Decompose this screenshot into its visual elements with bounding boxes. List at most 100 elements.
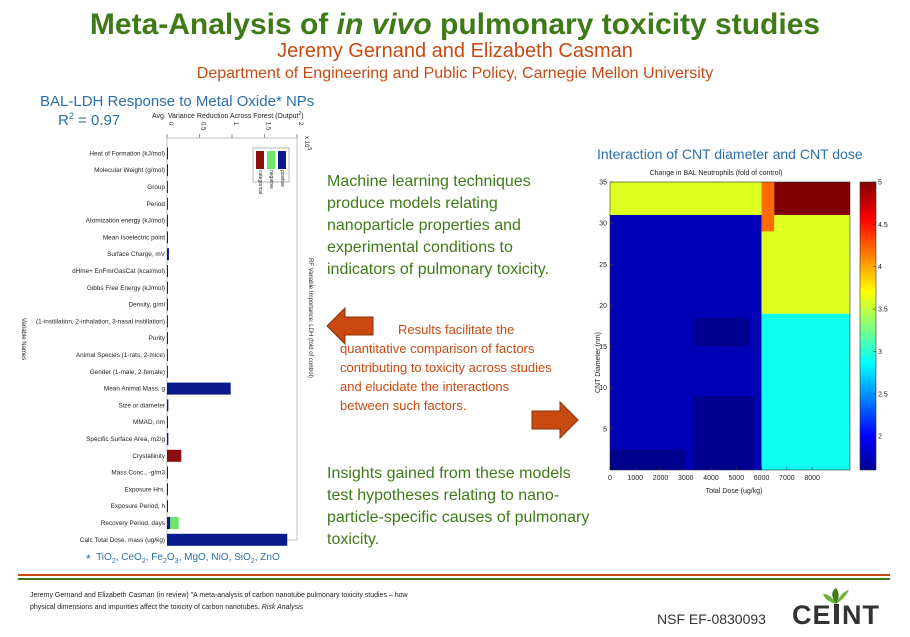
bar-plot-frame [166, 137, 298, 541]
bar-chart-top-title: Avg. Variance Reduction Across Forest (O… [152, 111, 304, 120]
cnt-heatmap: Change in BAL Neutrophils (fold of contr… [595, 170, 888, 495]
nanoparticle-footnote: * TiO2, CeO2, Fe2O3, MgO, NiO, SiO2, ZnO [86, 552, 280, 566]
bar-category-label: Mean Isoelectric point [103, 234, 165, 241]
legend-swatch-positive [278, 151, 286, 169]
department: Department of Engineering and Public Pol… [196, 65, 714, 82]
bar [167, 298, 168, 311]
bar [167, 248, 169, 261]
leaf-icon [823, 588, 849, 604]
legend-label-categorical: categorical [257, 170, 263, 194]
bar-xtick-label: 1.5 [265, 122, 271, 131]
bar [167, 164, 168, 177]
legend-label-positive: positive [279, 170, 285, 187]
bar-category-label: Purity [149, 335, 166, 342]
heatmap-frame [609, 181, 851, 471]
nsf-grant: NSF EF-0830093 [657, 611, 766, 627]
bar [167, 517, 171, 529]
bar [167, 365, 168, 378]
variable-importance-chart: Avg. Variance Reduction Across Forest (O… [20, 111, 313, 546]
heatmap-ytick-label: 35 [599, 180, 607, 187]
bar-xtick-label: 1 [232, 122, 238, 126]
heatmap-ytick-label: 10 [599, 385, 607, 392]
colorbar-tick-label: 2.5 [878, 391, 888, 398]
heatmap-cell [610, 182, 762, 215]
bar-category-label: Gender (1-male, 2-female) [90, 369, 165, 376]
bar [167, 315, 168, 328]
bar-category-label: Atomization energy (kJ/mol) [86, 218, 165, 225]
colorbar-tick-label: 3 [878, 349, 882, 356]
bar [167, 214, 168, 227]
bar-category-label: Molecular Weight (g/mol) [94, 167, 165, 174]
bar-category-label: Mean Animal Mass, g [104, 386, 166, 393]
bar [167, 500, 168, 513]
svg-text:CE: CE [792, 600, 832, 628]
bar-category-label: Mass Conc., -g/m3 [111, 470, 165, 477]
heatmap-ytick-label: 30 [599, 221, 607, 228]
bar [167, 147, 168, 160]
bar-legend: categorical negative positive [252, 147, 290, 194]
poster-title: Meta-Analysis of in vivo pulmonary toxic… [89, 8, 821, 41]
bar [167, 399, 169, 412]
bar [167, 382, 231, 395]
heatmap-xtick-label: 2000 [653, 475, 669, 482]
heatmap-cell [774, 182, 850, 215]
citation: Jeremy Gernand and Elizabeth Casman (in … [30, 592, 408, 611]
bar-category-label: Surface Charge, mV [107, 251, 166, 258]
svg-text:NT: NT [842, 600, 880, 628]
bar-category-label: Exposure Hrs. [125, 486, 166, 493]
bar [170, 517, 179, 529]
heatmap-xlabel: Total Dose (ug/kg) [706, 488, 763, 495]
bar [167, 197, 168, 210]
bar [167, 332, 168, 345]
heatmap-colorbar [859, 181, 877, 471]
intro-paragraph: Machine learning techniques produce mode… [327, 173, 550, 278]
colorbar-tick-label: 4 [878, 264, 882, 271]
bar-chart-right-label: RF Variable Importance: LDH (fold of con… [307, 258, 313, 378]
bar [167, 449, 182, 462]
bar [167, 416, 168, 429]
legend-swatch-categorical [256, 151, 264, 169]
bar-category-label: Size or diameter [118, 402, 165, 409]
bar [167, 231, 168, 244]
bar [167, 181, 168, 193]
legend-label-negative: negative [268, 170, 274, 189]
bar-chart-heading: BAL-LDH Response to Metal Oxide* NPs [40, 93, 315, 110]
heatmap-cell [610, 449, 686, 470]
bar-category-label: Animal Species (1-rats, 2-mice) [76, 352, 165, 359]
insights-paragraph: Insights gained from these models test h… [327, 465, 590, 548]
heatmap-xtick-label: 3000 [678, 475, 694, 482]
heatmap-title: Change in BAL Neutrophils (fold of contr… [650, 170, 783, 177]
heatmap-cell [761, 313, 850, 470]
heatmap-ytick-label: 25 [599, 262, 607, 269]
heatmap-xtick-label: 1000 [627, 475, 643, 482]
heatmap-xtick-label: 0 [608, 475, 612, 482]
bar-chart-exponent: x 105 [303, 136, 312, 150]
heatmap-xtick-label: 4000 [703, 475, 719, 482]
r-squared: R2 = 0.97 [58, 111, 121, 129]
heatmap-ylabel: CNT Diameter (nm) [595, 332, 602, 393]
bar-category-label: Period [147, 201, 166, 208]
bar-xtick-label: 0 [167, 122, 173, 126]
heatmap-xtick-label: 5000 [729, 475, 745, 482]
bar-category-label: Recovery Period, days [101, 520, 165, 527]
bar [167, 466, 168, 479]
left-arrow-icon [326, 306, 374, 346]
bar [167, 483, 168, 496]
footer-rule-orange [18, 574, 890, 576]
bar-category-label: Density, g/ml [129, 302, 165, 309]
heatmap-cell [693, 317, 749, 347]
heatmap-cell [693, 395, 754, 470]
bar [167, 281, 168, 294]
heatmap-xtick-label: 6000 [754, 475, 770, 482]
colorbar-tick-label: 3.5 [878, 307, 888, 314]
bar-category-label: dHme+ EnFmrGasCat (kcal/mol) [72, 268, 165, 275]
bar-category-label: Exposure Period, h [111, 503, 166, 510]
bar [167, 533, 288, 546]
colorbar-tick-label: 5 [878, 180, 882, 187]
ceint-logo: CE NT [792, 588, 880, 628]
heatmap-heading: Interaction of CNT diameter and CNT dose [597, 146, 863, 162]
heatmap-ytick-label: 20 [599, 303, 607, 310]
bar [167, 433, 169, 445]
legend-swatch-negative [267, 151, 275, 169]
results-paragraph: Results facilitate the quantitative compa… [340, 322, 552, 413]
